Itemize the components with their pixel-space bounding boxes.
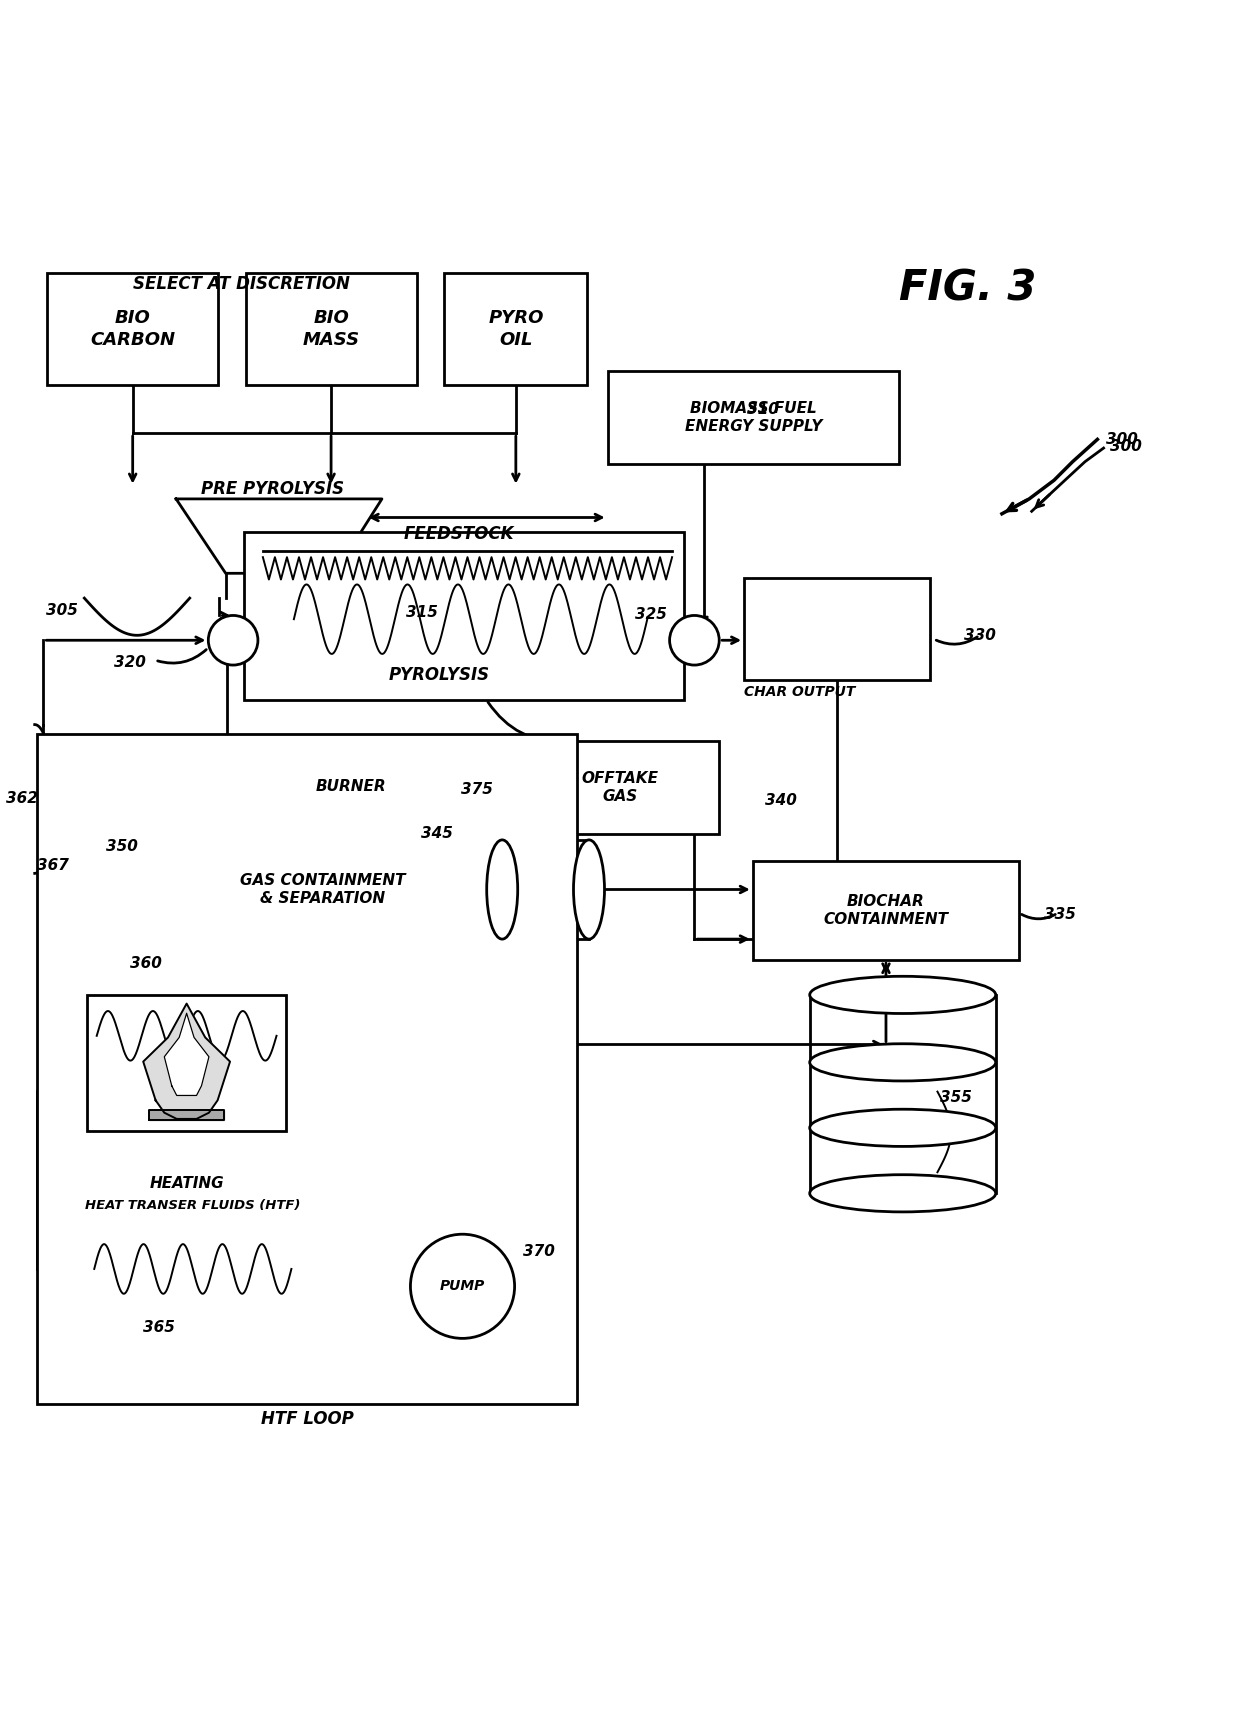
Bar [72, 1224, 314, 1314]
Text: 340: 340 [765, 793, 797, 807]
Text: CHAR OUTPUT: CHAR OUTPUT [744, 685, 856, 699]
Text: BIO
CARBON: BIO CARBON [91, 309, 175, 349]
Text: PYROLYSIS: PYROLYSIS [389, 666, 490, 683]
Bar [72, 977, 301, 1205]
Text: OFFTAKE
GAS: OFFTAKE GAS [582, 771, 658, 804]
Text: 375: 375 [461, 781, 494, 797]
Ellipse shape [573, 840, 605, 939]
Text: SELECT AT DISCRETION: SELECT AT DISCRETION [134, 275, 350, 294]
Polygon shape [164, 1013, 208, 1095]
Text: 367: 367 [37, 858, 69, 874]
Ellipse shape [810, 977, 996, 1013]
Ellipse shape [810, 1109, 996, 1147]
Text: FIG. 3: FIG. 3 [899, 268, 1035, 309]
Text: GAS CONTAINMENT
& SEPARATION: GAS CONTAINMENT & SEPARATION [239, 872, 405, 907]
Text: 370: 370 [523, 1245, 556, 1259]
Text: 315: 315 [405, 606, 438, 620]
Circle shape [670, 615, 719, 664]
Text: PYRO
OIL: PYRO OIL [489, 309, 543, 349]
Text: 325: 325 [635, 606, 667, 622]
Text: 300: 300 [1106, 433, 1138, 446]
Bar [444, 273, 587, 385]
Bar [283, 749, 419, 824]
Circle shape [410, 1235, 515, 1338]
Bar [753, 860, 1019, 960]
Text: 300: 300 [1110, 440, 1142, 455]
Text: 365: 365 [143, 1320, 175, 1334]
Bar [87, 994, 286, 1132]
Text: BIO
MASS: BIO MASS [303, 309, 360, 349]
Text: 310: 310 [746, 402, 779, 417]
Bar [744, 579, 930, 680]
Bar [37, 735, 577, 1405]
Text: FEEDSTOCK: FEEDSTOCK [403, 525, 515, 543]
Ellipse shape [810, 1174, 996, 1212]
Bar [521, 740, 719, 834]
Polygon shape [144, 1003, 231, 1119]
Text: HTF LOOP: HTF LOOP [262, 1410, 353, 1429]
Bar [502, 840, 589, 939]
Text: 330: 330 [963, 628, 996, 642]
Circle shape [208, 615, 258, 664]
Bar [246, 273, 417, 385]
Text: 320: 320 [114, 656, 146, 670]
Text: 355: 355 [940, 1090, 972, 1106]
Text: 335: 335 [1044, 907, 1076, 922]
Ellipse shape [810, 1044, 996, 1082]
Text: BIOCHAR
CONTAINMENT: BIOCHAR CONTAINMENT [823, 895, 949, 927]
Bar [143, 840, 502, 939]
Text: BIOMASS FUEL
ENERGY SUPPLY: BIOMASS FUEL ENERGY SUPPLY [684, 402, 822, 434]
Text: PRE PYROLYSIS: PRE PYROLYSIS [201, 481, 345, 498]
Text: PUMP: PUMP [440, 1279, 485, 1293]
Text: 345: 345 [420, 826, 453, 841]
Text: 360: 360 [130, 956, 162, 972]
Text: 305: 305 [46, 603, 78, 618]
Bar [244, 532, 684, 701]
Text: HEATING: HEATING [149, 1176, 224, 1192]
Text: HEAT TRANSER FLUIDS (HTF): HEAT TRANSER FLUIDS (HTF) [86, 1198, 300, 1212]
Polygon shape [149, 1111, 223, 1119]
Bar [608, 371, 899, 464]
Ellipse shape [486, 840, 518, 939]
Bar [47, 273, 218, 385]
Text: BURNER: BURNER [316, 780, 386, 793]
Text: 362: 362 [6, 792, 38, 807]
Text: 350: 350 [105, 838, 138, 853]
